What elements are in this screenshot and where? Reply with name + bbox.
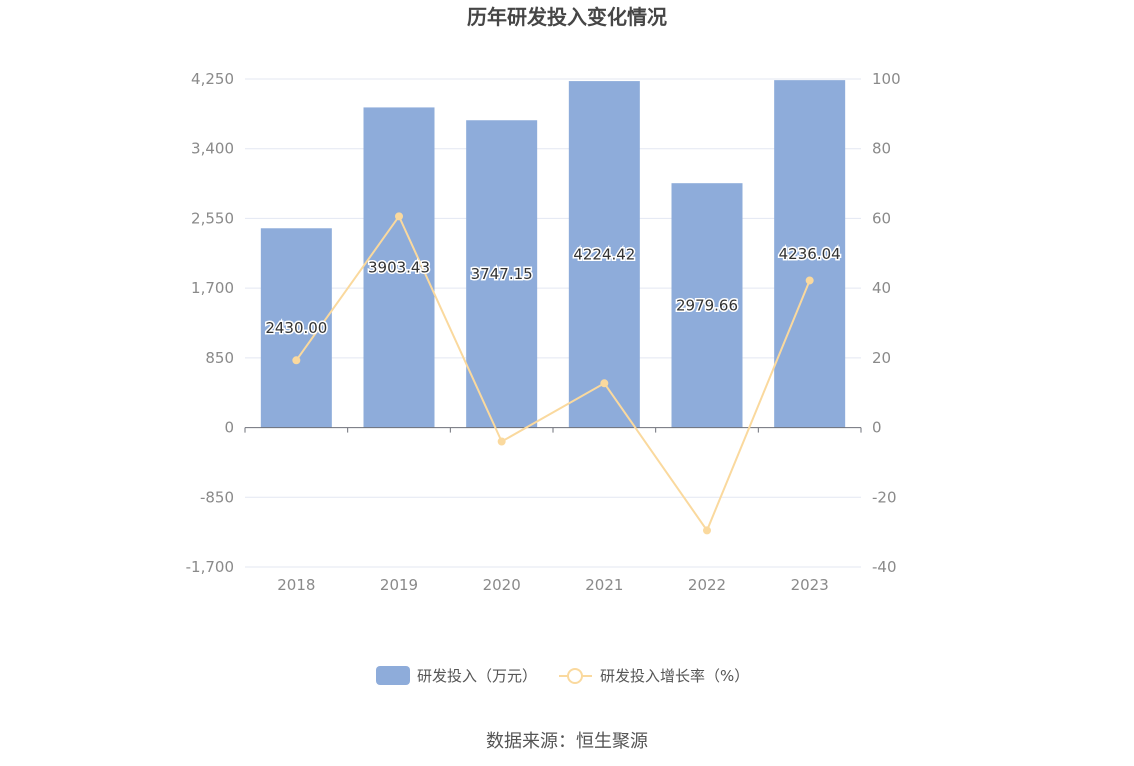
y-right-tick-label: 0 (872, 419, 882, 437)
legend-line-label: 研发投入增长率（%） (600, 667, 749, 685)
x-tick-label: 2022 (688, 576, 726, 594)
bar-value-label: 3747.15 (471, 265, 533, 283)
legend-item-bar[interactable]: 研发投入（万元） (376, 666, 537, 685)
legend-bar-label: 研发投入（万元） (417, 667, 537, 685)
bar-value-label: 3903.43 (368, 258, 430, 276)
grid-layer (245, 78, 861, 568)
bar (774, 80, 846, 428)
y-left-tick-label: 2,550 (191, 209, 234, 227)
bar-value-label: 4224.42 (573, 245, 635, 263)
bar (671, 183, 743, 428)
legend[interactable]: 研发投入（万元） 研发投入增长率（%） (376, 666, 749, 685)
legend-item-line[interactable]: 研发投入增长率（%） (559, 667, 749, 685)
y-left-tick-label: 1,700 (191, 279, 234, 297)
chart-title: 历年研发投入变化情况 (467, 5, 667, 29)
line-point (703, 526, 711, 535)
y-right-tick-label: 80 (872, 140, 891, 158)
line-layer (292, 212, 814, 535)
legend-line-marker (567, 668, 583, 684)
line-point (600, 379, 609, 388)
y-right-tick-label: -20 (872, 488, 897, 506)
label-layer: 2430.00 3903.43 3747.15 4224.42 2979.66 4236.… (264, 243, 842, 338)
y-right-tick-label: 20 (872, 349, 891, 367)
y-left-tick-label: 0 (224, 419, 234, 437)
bar-value-label: 4236.04 (779, 245, 841, 263)
x-tick-label: 2019 (380, 576, 418, 594)
bar-value-label: 2430.00 (265, 319, 327, 337)
y-left-tick-label: 4,250 (191, 70, 234, 88)
line-point (805, 276, 814, 285)
y-left-tick-label: -1,700 (186, 558, 234, 576)
line-point (497, 437, 506, 446)
bar (466, 120, 538, 428)
y-right-tick-label: -40 (872, 558, 897, 576)
x-tick-label: 2020 (483, 576, 521, 594)
axis-layer: 4,250 3,400 2,550 1,700 850 0 -850 -1,700 100 80 6… (186, 70, 901, 594)
x-tick-label: 2018 (277, 576, 315, 594)
line-point (395, 212, 403, 221)
bar-value-label: 2979.66 (676, 296, 738, 314)
y-left-tick-label: 3,400 (191, 140, 234, 158)
y-right-tick-label: 100 (872, 70, 901, 88)
y-left-tick-label: 850 (205, 349, 234, 367)
bar-layer (260, 80, 846, 428)
data-source: 数据来源：恒生聚源 (486, 731, 648, 752)
line-point (292, 356, 301, 365)
y-left-tick-label: -850 (200, 488, 234, 506)
y-right-tick-label: 40 (872, 279, 891, 297)
bar (568, 81, 640, 428)
growth-line (295, 214, 811, 533)
y-right-tick-label: 60 (872, 209, 891, 227)
x-tick-label: 2023 (791, 576, 829, 594)
x-tick-label: 2021 (585, 576, 623, 594)
legend-bar-swatch (376, 666, 410, 685)
